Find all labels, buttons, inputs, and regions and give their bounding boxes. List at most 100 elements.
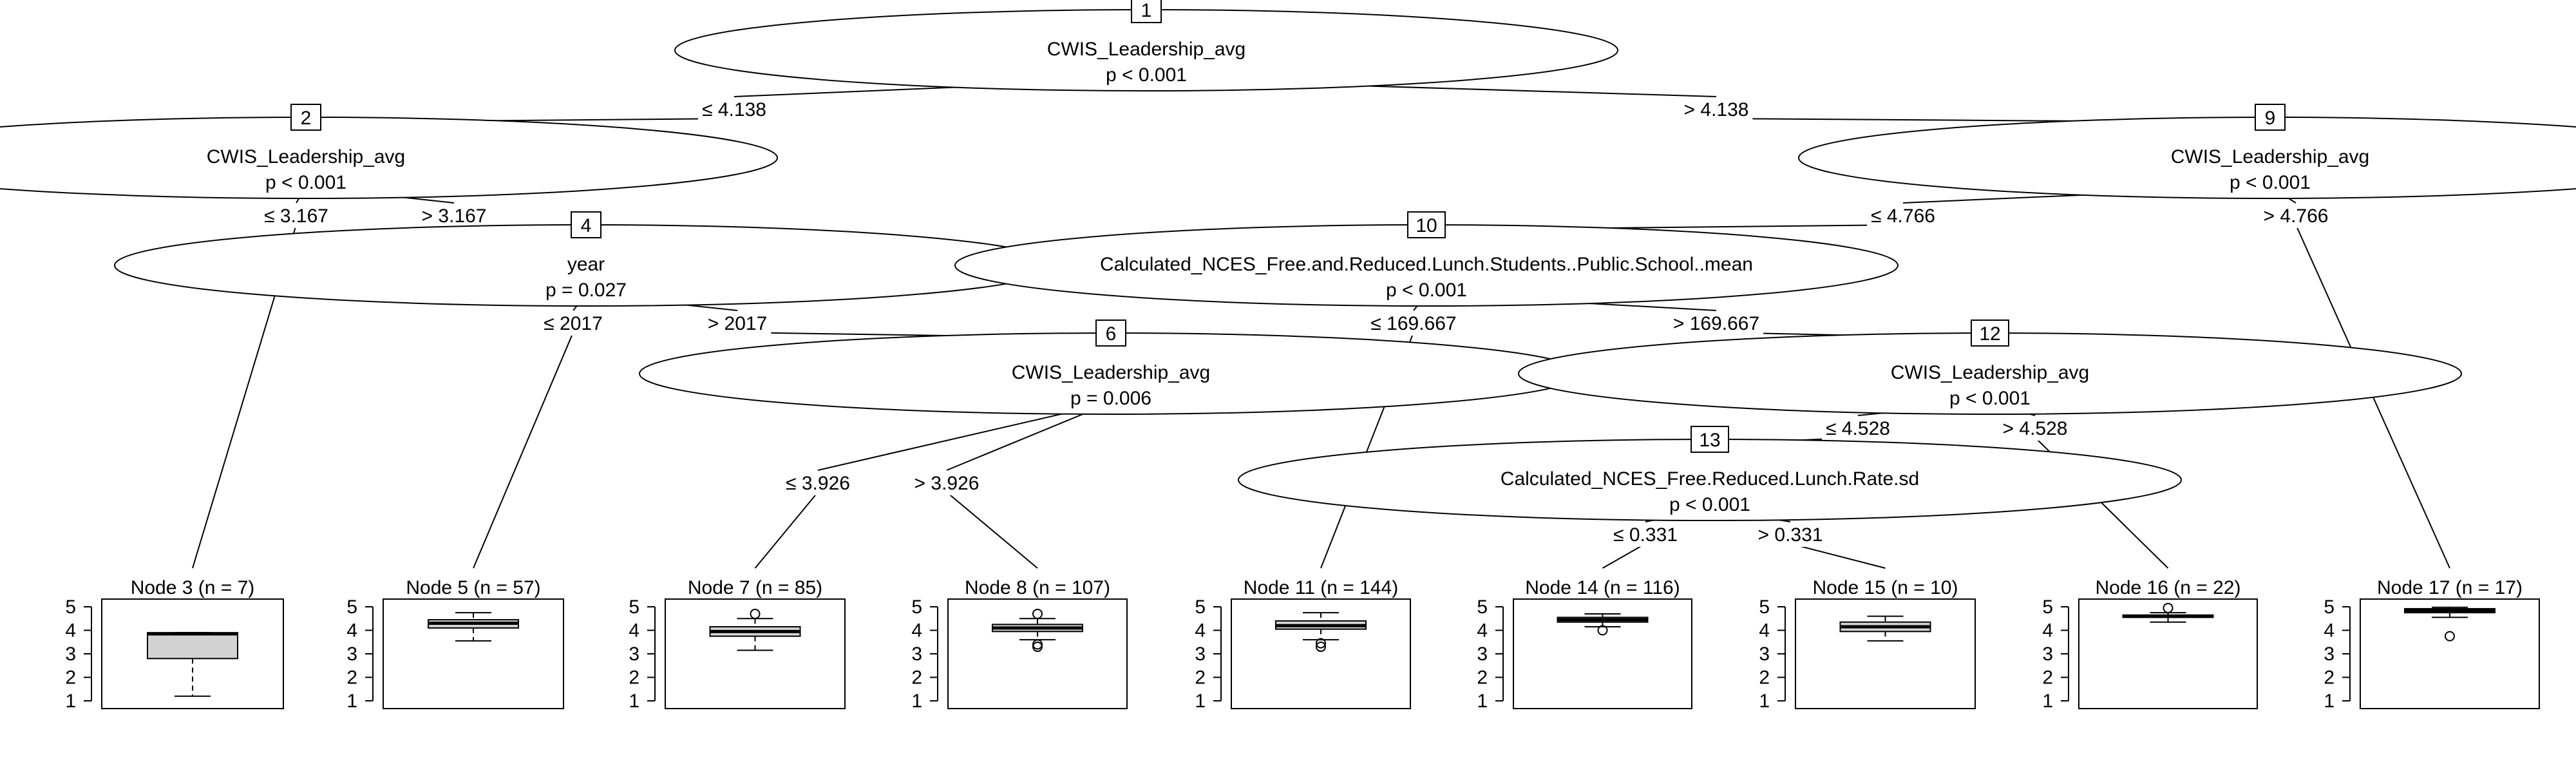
node-id-box xyxy=(1407,211,1446,238)
edge-label-4-6: > 2017 xyxy=(708,313,768,334)
y-tick-label: 4 xyxy=(1195,620,1206,642)
node-id-box xyxy=(1095,320,1126,347)
node-variable-label: Calculated_NCES_Free.and.Reduced.Lunch.S… xyxy=(1100,254,1753,275)
y-tick-label: 4 xyxy=(1759,620,1770,642)
y-tick-label: 3 xyxy=(1477,644,1488,665)
node-id-box xyxy=(571,211,601,238)
y-tick-label: 4 xyxy=(65,620,76,642)
inner-node-4: 4 year p = 0.027 xyxy=(114,211,1058,307)
edge-label-9-10: ≤ 4.766 xyxy=(1871,205,1935,227)
edge-label-4-5: ≤ 2017 xyxy=(544,313,603,334)
edge-label-bg xyxy=(1998,417,2072,441)
outlier-point xyxy=(1032,608,1043,619)
y-tick-label: 3 xyxy=(629,644,639,665)
edge-label-12-13: ≤ 4.528 xyxy=(1826,418,1890,439)
node-id-label: 13 xyxy=(1699,430,1720,451)
node-id-label: 1 xyxy=(1141,0,1152,21)
terminal-node-title: Node 8 (n = 107) xyxy=(965,577,1110,598)
y-tick-label: 5 xyxy=(2042,596,2053,618)
node-p-value: p < 0.001 xyxy=(2230,172,2311,193)
y-tick-label: 4 xyxy=(346,620,357,642)
edge-label-bg xyxy=(698,98,770,122)
y-tick-label: 2 xyxy=(2324,667,2334,689)
edge-13-15-lower xyxy=(1790,543,1886,569)
y-tick-label: 5 xyxy=(65,596,76,618)
plot-frame xyxy=(2360,598,2540,709)
edge-label-bg xyxy=(2259,204,2333,228)
edge-4-5-lower xyxy=(473,332,574,569)
node-variable-label: CWIS_Leadership_avg xyxy=(1891,362,2090,383)
terminal-node-title: Node 11 (n = 144) xyxy=(1244,577,1398,598)
y-tick-label: 4 xyxy=(2042,620,2053,642)
plot-frame xyxy=(1231,598,1411,709)
y-tick-label: 4 xyxy=(2324,620,2334,642)
plot-frame xyxy=(1513,598,1692,709)
y-tick-label: 2 xyxy=(2042,667,2053,689)
edge-label-bg xyxy=(1822,417,1894,441)
y-tick-label: 2 xyxy=(1195,667,1206,689)
y-tick-label: 2 xyxy=(1477,667,1488,689)
y-tick-label: 5 xyxy=(346,596,357,618)
y-tick-label: 3 xyxy=(1195,644,1206,665)
edge-label-bg xyxy=(260,204,332,228)
outlier-point xyxy=(1597,625,1608,636)
y-tick-label: 5 xyxy=(1759,596,1770,618)
edge-label-13-15: > 0.331 xyxy=(1758,524,1823,546)
node-p-value: p < 0.001 xyxy=(1386,280,1467,301)
node-id-box xyxy=(1131,0,1162,23)
y-tick-label: 4 xyxy=(629,620,639,642)
plot-frame xyxy=(947,598,1128,709)
y-tick-label: 5 xyxy=(2324,596,2334,618)
node-id-box xyxy=(1971,320,2009,347)
node-variable-label: year xyxy=(567,254,605,275)
node-p-value: p = 0.027 xyxy=(545,280,627,301)
node-id-label: 10 xyxy=(1416,215,1437,236)
y-tick-label: 2 xyxy=(1759,667,1770,689)
plot-frame xyxy=(101,598,284,709)
y-tick-label: 1 xyxy=(629,691,639,712)
y-tick-label: 3 xyxy=(65,644,76,665)
node-id-label: 12 xyxy=(1979,323,2000,345)
y-tick-label: 3 xyxy=(1759,644,1770,665)
node-id-label: 6 xyxy=(1106,323,1117,345)
node-variable-label: CWIS_Leadership_avg xyxy=(207,146,406,167)
plot-frame xyxy=(1795,598,1976,709)
edge-label-9-17: > 4.766 xyxy=(2264,205,2329,227)
plot-frame xyxy=(2078,598,2258,709)
node-p-value: p < 0.001 xyxy=(1669,494,1750,515)
edge-label-13-14: ≤ 0.331 xyxy=(1613,524,1678,546)
edge-label-10-11: ≤ 169.667 xyxy=(1370,313,1456,334)
iqr-box xyxy=(147,632,238,660)
edge-label-bg xyxy=(703,312,772,336)
y-tick-label: 4 xyxy=(911,620,922,642)
edge-13-14-lower xyxy=(1602,543,1646,569)
node-id-label: 9 xyxy=(2265,108,2276,129)
node-id-box xyxy=(2255,104,2286,131)
edge-6-7-lower xyxy=(754,491,819,569)
plot-frame xyxy=(665,598,846,709)
outlier-point xyxy=(2163,602,2174,613)
y-tick-label: 5 xyxy=(911,596,922,618)
edge-label-bg xyxy=(1754,523,1827,547)
node-id-box xyxy=(1690,426,1729,453)
node-variable-label: CWIS_Leadership_avg xyxy=(1047,39,1246,60)
y-tick-label: 1 xyxy=(2042,691,2053,712)
node-p-value: p < 0.001 xyxy=(265,172,346,193)
y-tick-label: 5 xyxy=(1195,596,1206,618)
edge-label-bg xyxy=(540,312,607,336)
outlier-point xyxy=(750,608,761,619)
node-variable-label: CWIS_Leadership_avg xyxy=(2171,146,2370,167)
terminal-node-title: Node 17 (n = 17) xyxy=(2377,577,2523,598)
edge-label-10-12: > 169.667 xyxy=(1673,313,1759,334)
edge-label-1-9: > 4.138 xyxy=(1684,99,1749,120)
